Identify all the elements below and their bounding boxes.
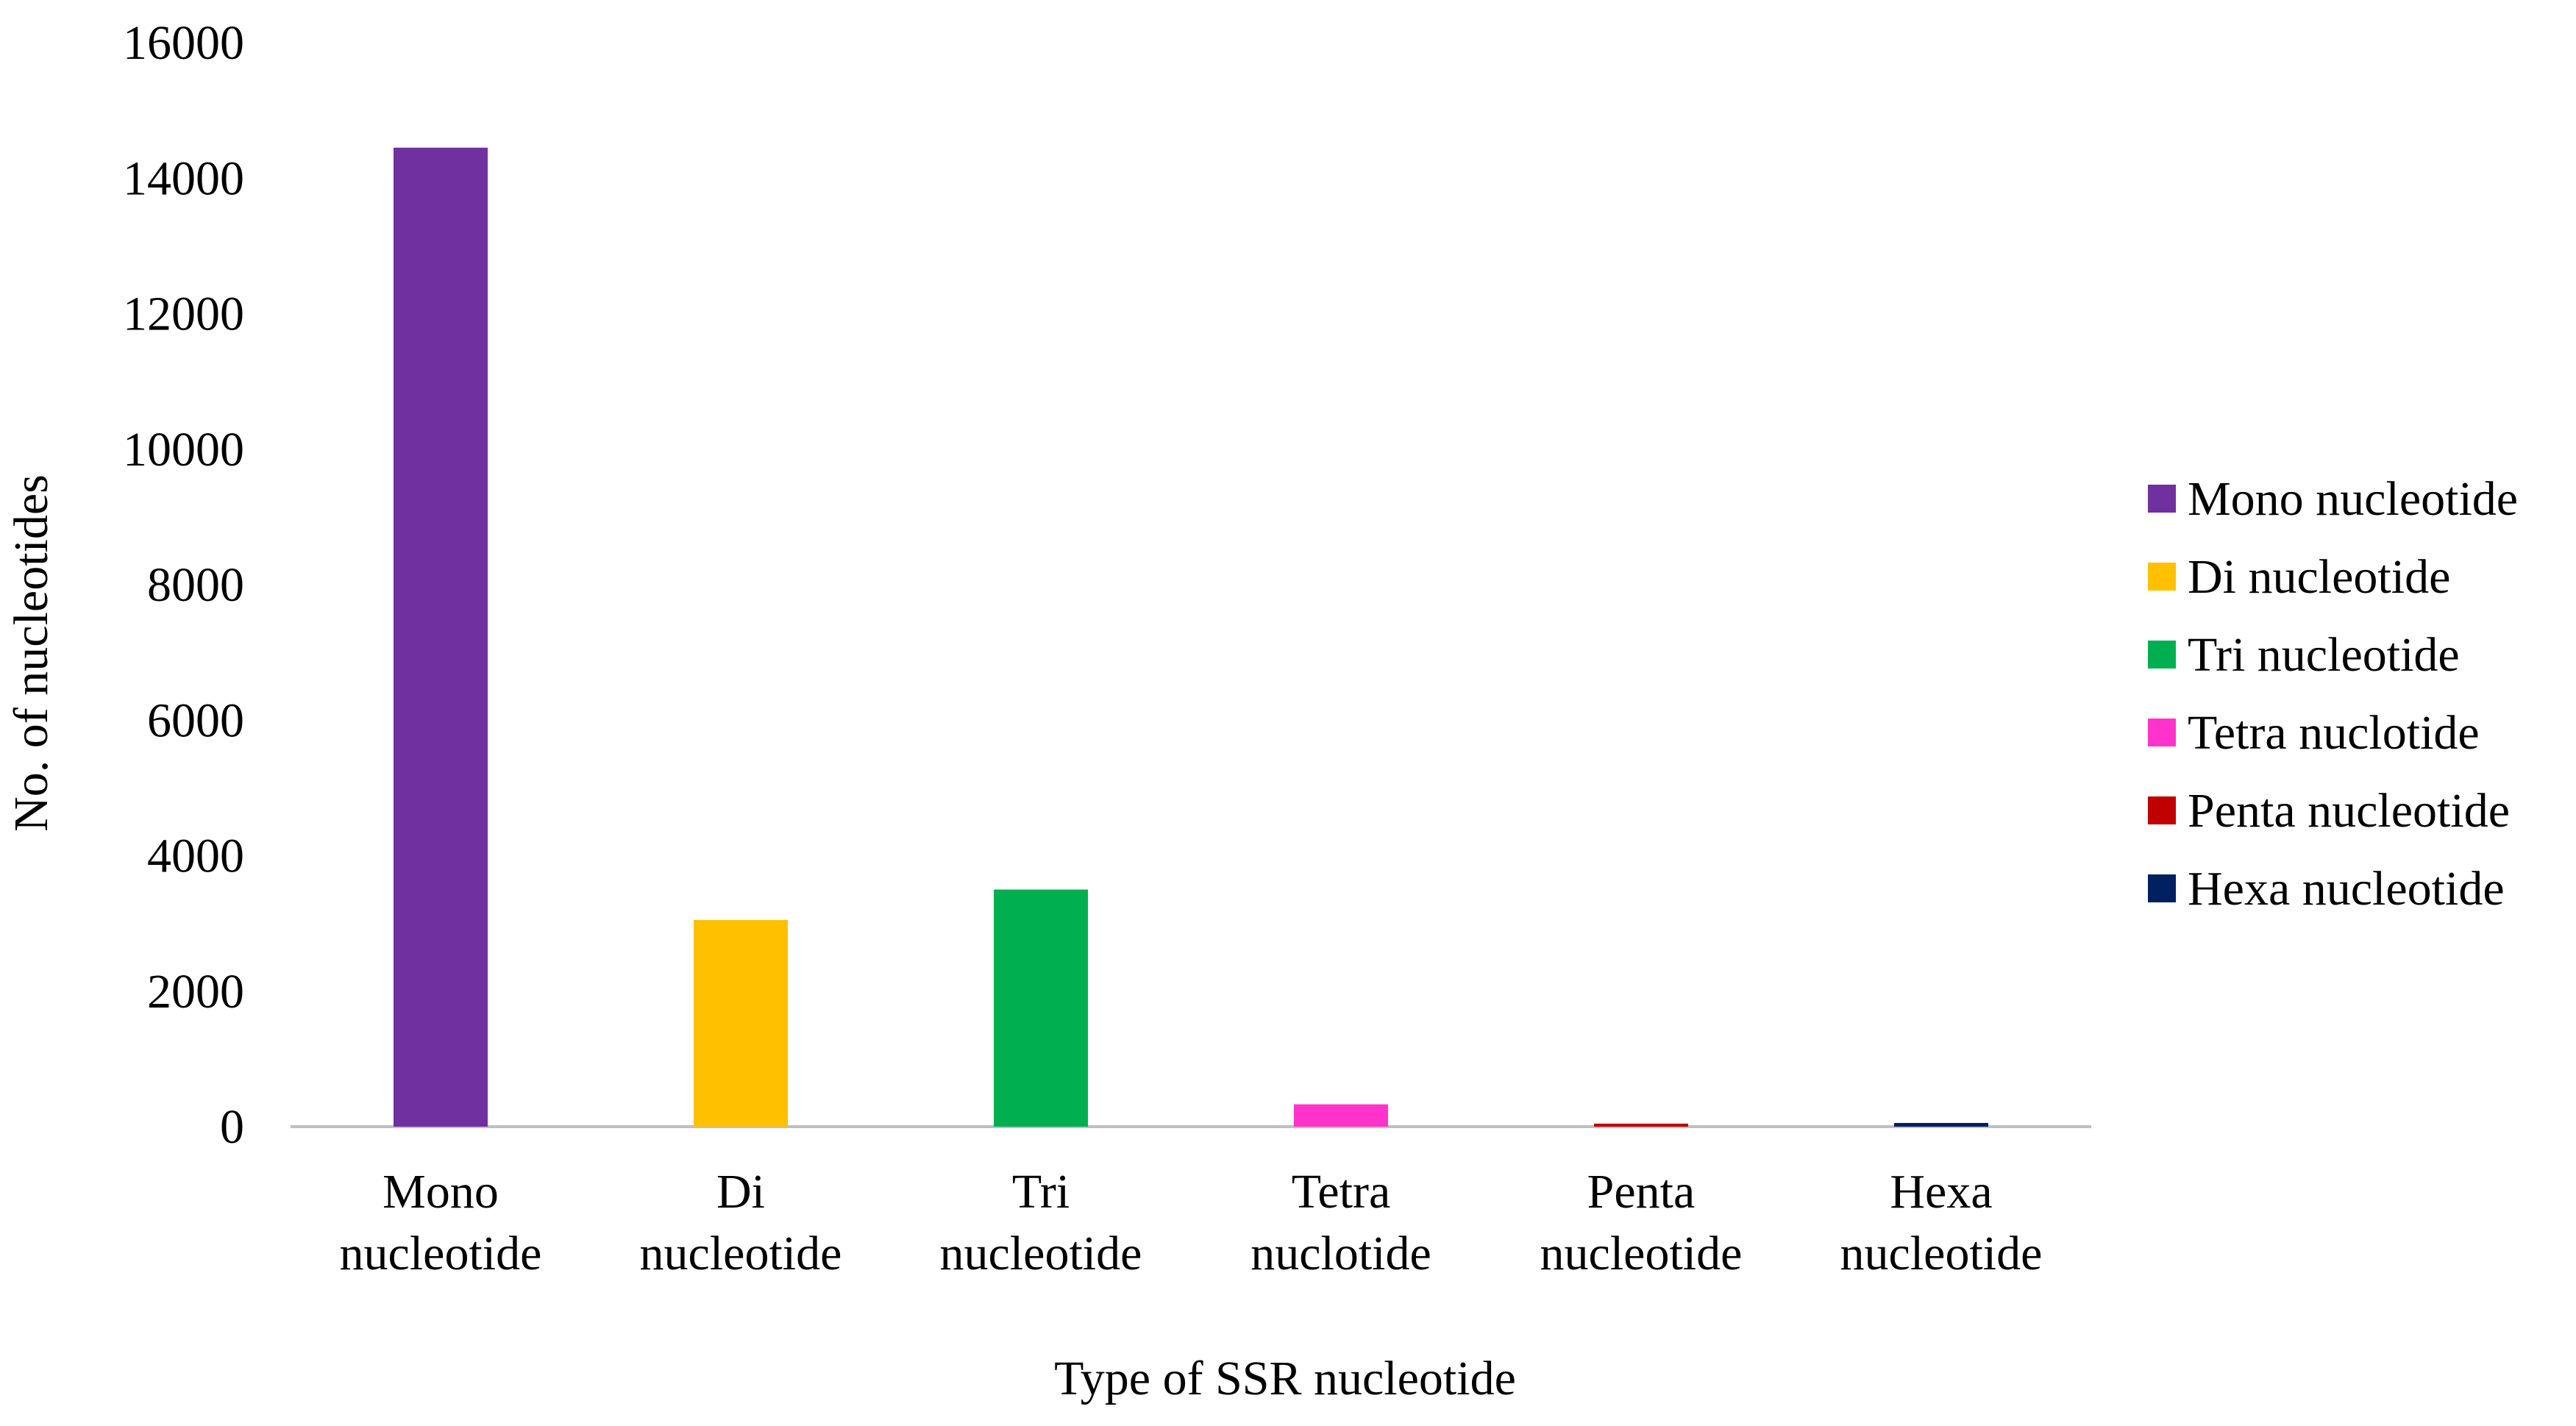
- bar: [1894, 1122, 1988, 1127]
- x-tick-label: Mono: [383, 1165, 499, 1219]
- legend-swatch: [2148, 485, 2176, 513]
- x-tick-label: nucleotide: [940, 1227, 1142, 1280]
- y-tick-label: 0: [220, 1100, 244, 1154]
- legend-swatch: [2148, 874, 2176, 902]
- x-tick-label: nucleotide: [640, 1227, 842, 1280]
- bar: [1294, 1104, 1388, 1127]
- y-axis-ticks: 0 2000 4000 6000 8000 10000 12000 14000 16000: [123, 16, 244, 1154]
- legend-label: Tetra nuclotide: [2188, 706, 2480, 760]
- x-tick-label: nucleotide: [1540, 1227, 1743, 1280]
- y-tick-label: 16000: [123, 16, 244, 70]
- legend-swatch: [2148, 563, 2176, 591]
- y-tick-label: 6000: [147, 694, 244, 747]
- x-axis-tick-labels: Mono nucleotide Di nucleotide Tri nucleotide T…: [340, 1165, 2043, 1280]
- x-tick-label: nuclotide: [1250, 1227, 1431, 1280]
- x-axis-title: Type of SSR nucleotide: [1054, 1352, 1516, 1405]
- legend-swatch: [2148, 719, 2176, 746]
- y-axis-title: No. of nucleotides: [4, 474, 58, 832]
- legend-swatch: [2148, 796, 2176, 824]
- y-tick-label: 4000: [147, 830, 244, 883]
- x-tick-label: nucleotide: [340, 1227, 542, 1280]
- bar: [394, 147, 488, 1127]
- x-tick-label: Tri: [1012, 1165, 1070, 1219]
- bar: [1594, 1123, 1688, 1127]
- legend-swatch: [2148, 641, 2176, 669]
- x-tick-label: Penta: [1587, 1165, 1696, 1219]
- legend-label: Tri nucleotide: [2188, 628, 2460, 682]
- x-tick-label: Hexa: [1890, 1165, 1992, 1219]
- y-tick-label: 12000: [123, 288, 244, 341]
- y-tick-label: 2000: [147, 965, 244, 1019]
- legend-label: Hexa nucleotide: [2188, 862, 2505, 916]
- x-tick-label: Di: [716, 1165, 765, 1219]
- legend-label: Mono nucleotide: [2188, 472, 2518, 526]
- y-tick-label: 8000: [147, 558, 244, 612]
- x-tick-label: Tetra: [1292, 1165, 1391, 1219]
- x-tick-label: nucleotide: [1840, 1227, 2043, 1280]
- bars: [394, 147, 1988, 1127]
- y-tick-label: 14000: [123, 151, 244, 205]
- legend: Mono nucleotide Di nucleotide Tri nucleoti…: [2148, 472, 2518, 916]
- legend-label: Di nucleotide: [2188, 550, 2450, 604]
- legend-label: Penta nucleotide: [2188, 784, 2510, 838]
- bar: [694, 920, 788, 1127]
- bar: [994, 889, 1088, 1127]
- y-tick-label: 10000: [123, 423, 244, 477]
